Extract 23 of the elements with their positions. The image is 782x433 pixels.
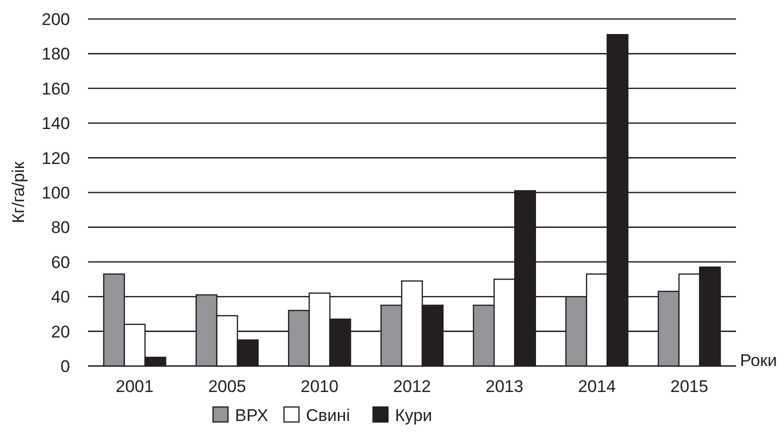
x-tick-label: 2001	[116, 377, 154, 396]
x-axis-title: Роки	[740, 351, 777, 370]
x-tick-label: 2015	[670, 377, 708, 396]
legend-label: ВРХ	[235, 406, 268, 425]
legend-label: Кури	[395, 406, 432, 425]
x-tick-label: 2014	[578, 377, 616, 396]
x-tick-label: 2012	[393, 377, 431, 396]
x-tick-label: 2010	[300, 377, 338, 396]
y-tick-label: 180	[42, 44, 70, 64]
x-tick-label: 2013	[486, 377, 524, 396]
y-tick-label: 60	[51, 252, 70, 272]
y-tick-label: 120	[42, 148, 70, 168]
y-tick-label: 20	[51, 322, 70, 342]
x-tick-label: 2005	[208, 377, 246, 396]
legend-label: Свині	[306, 406, 350, 425]
y-tick-label: 160	[42, 79, 70, 98]
y-tick-label: 140	[42, 114, 70, 134]
y-tick-label: 0	[60, 356, 70, 376]
y-tick-label: 40	[51, 288, 70, 307]
y-axis-title: Кг/га/рік	[9, 161, 28, 224]
y-tick-label: 80	[51, 218, 70, 238]
y-tick-label: 100	[42, 183, 70, 202]
y-tick-label: 200	[42, 10, 70, 29]
